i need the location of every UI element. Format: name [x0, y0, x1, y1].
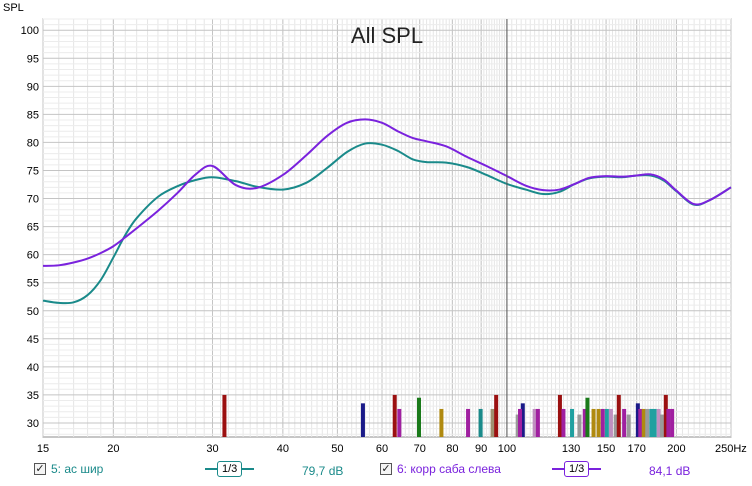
x-tick-label: 60	[376, 443, 388, 455]
chart-title: All SPL	[351, 23, 423, 48]
filter-marker	[608, 408, 613, 437]
y-tick-label: 65	[27, 222, 39, 234]
series-2-smoothing-label: 1/3	[564, 461, 590, 477]
filter-marker	[591, 408, 596, 437]
filter-marker	[570, 408, 575, 437]
x-tick-label: 20	[107, 443, 119, 455]
y-tick-label: 100	[21, 25, 39, 37]
filter-marker	[666, 408, 671, 437]
filter-marker	[600, 408, 605, 437]
x-tick-label: 80	[446, 443, 458, 455]
x-tick-label: 40	[277, 443, 289, 455]
filter-marker	[360, 403, 365, 437]
filter-marker	[535, 408, 540, 437]
y-tick-label: 95	[27, 53, 39, 65]
y-tick-label: 80	[27, 137, 39, 149]
legend-item-1: ✓ 5: ас шир	[34, 462, 103, 476]
x-tick-label: 130	[562, 443, 580, 455]
y-tick-label: 85	[27, 109, 39, 121]
filter-marker	[656, 408, 661, 437]
y-tick-label: 90	[27, 81, 39, 93]
filter-marker	[397, 408, 402, 437]
filter-marker	[490, 408, 495, 437]
series-1-smoothing-label: 1/3	[217, 461, 243, 477]
x-tick-label: 200	[667, 443, 685, 455]
y-tick-label: 55	[27, 278, 39, 290]
y-tick-label: 60	[27, 250, 39, 262]
filter-marker	[478, 408, 483, 437]
series-2-checkbox[interactable]: ✓	[380, 463, 392, 475]
filter-marker	[557, 394, 562, 437]
filter-marker	[652, 408, 657, 437]
x-tick-label: 30	[206, 443, 218, 455]
filter-marker	[515, 414, 520, 437]
legend-bar: ✓ 5: ас шир 1/3 79,7 dB ✓ 6: корр саба с…	[0, 456, 752, 486]
series-2-line	[42, 118, 732, 267]
series-1-value: 79,7 dB	[302, 464, 344, 478]
filter-marker	[616, 394, 621, 437]
y-tick-label: 75	[27, 165, 39, 177]
x-tick-label: 90	[475, 443, 487, 455]
series-2-label: 6: корр саба слева	[397, 462, 501, 476]
series-1-checkbox[interactable]: ✓	[34, 463, 46, 475]
filter-marker	[622, 408, 627, 437]
filter-marker	[518, 408, 523, 437]
spl-chart[interactable]: SPL 30 35 40 45 50 55 60 65 70 75 80 85 90 95 100 15 20…	[0, 0, 752, 456]
filter-marker	[494, 394, 499, 437]
filter-marker	[626, 414, 631, 437]
series-1-smoothing[interactable]: 1/3	[205, 460, 255, 478]
y-tick-label: 30	[27, 418, 39, 430]
filter-marker	[466, 408, 471, 437]
x-tick-label: 150	[597, 443, 615, 455]
filter-marker	[520, 403, 525, 437]
filter-marker	[582, 408, 587, 437]
filter-marker	[532, 408, 537, 437]
y-tick-label: 35	[27, 390, 39, 402]
x-tick-label: 50	[331, 443, 343, 455]
filter-marker	[561, 408, 566, 437]
series-2-value: 84,1 dB	[649, 464, 691, 478]
y-axis-label: SPL	[3, 2, 24, 14]
x-tick-label: 70	[414, 443, 426, 455]
y-tick-label: 40	[27, 362, 39, 374]
filter-marker	[604, 408, 609, 437]
x-tick-label: 15	[37, 443, 49, 455]
filter-marker	[596, 408, 601, 437]
filter-marker	[663, 394, 668, 437]
series-1-label: 5: ас шир	[51, 462, 104, 476]
x-tick-label: 170	[628, 443, 646, 455]
filter-marker	[222, 394, 227, 437]
series-2-smoothing[interactable]: 1/3	[552, 460, 602, 478]
filter-marker	[649, 408, 654, 437]
filter-marker	[392, 394, 397, 437]
y-tick-label: 70	[27, 194, 39, 206]
x-tick-label: 100	[498, 443, 516, 455]
y-tick-label: 45	[27, 334, 39, 346]
y-tick-label: 50	[27, 306, 39, 318]
filter-marker	[670, 408, 675, 437]
filter-marker	[645, 408, 650, 437]
legend-item-2: ✓ 6: корр саба слева	[380, 462, 501, 476]
filter-marker	[635, 403, 640, 437]
filter-marker	[585, 397, 590, 437]
filter-marker	[641, 408, 646, 437]
filter-marker	[659, 414, 664, 437]
filter-marker	[613, 414, 618, 437]
filter-marker	[417, 397, 422, 437]
filter-marker	[439, 408, 444, 437]
filter-marker	[577, 414, 582, 437]
x-tick-label: 250Hz	[715, 443, 747, 455]
filter-marker	[638, 408, 643, 437]
